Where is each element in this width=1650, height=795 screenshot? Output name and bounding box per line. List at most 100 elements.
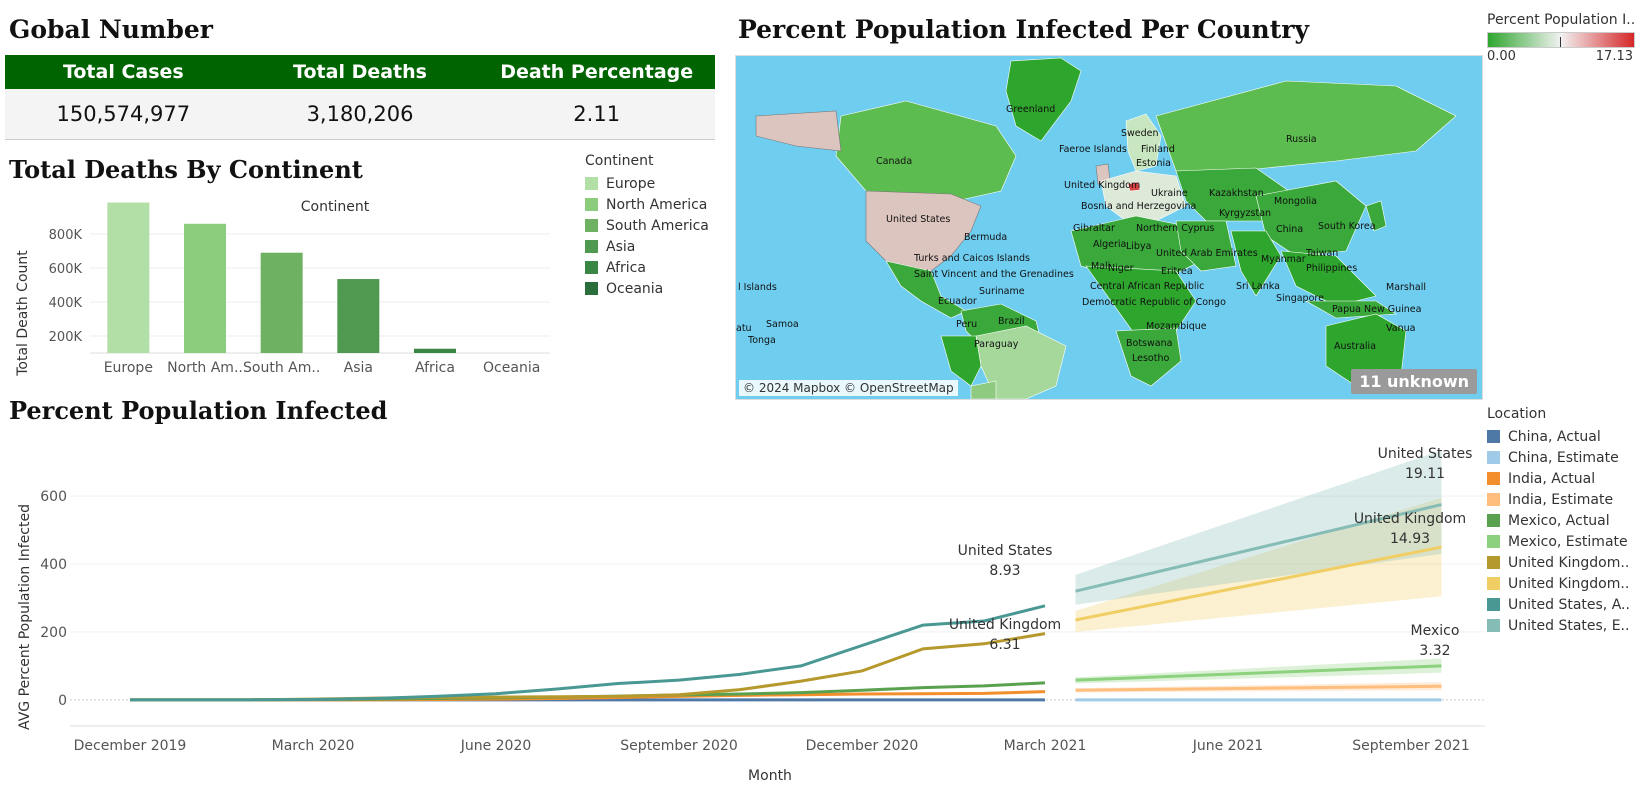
map-scale-max: 17.13 [1595,49,1633,64]
map-label-singapore: Singapore [1276,293,1324,304]
bar-x-tick-label: Asia [344,360,373,376]
map-label-canada: Canada [876,156,913,167]
deaths-by-continent-title: Total Deaths By Continent [9,155,363,184]
deaths-bar-chart[interactable]: Continent Total Death Count Europe North … [5,188,585,428]
location-legend-item[interactable]: China, Estimate [1487,447,1630,468]
bar-x-tick-label: Oceania [483,360,540,376]
unknown-count-badge[interactable]: 11 unknown [1351,369,1477,394]
location-legend: Location China, Actual China, Estimate Ind… [1487,406,1630,636]
line-united-kingdom-actual[interactable] [130,632,1046,702]
continent-legend-item[interactable]: Africa [585,257,709,278]
location-legend-item[interactable]: China, Actual [1487,426,1630,447]
location-legend-swatch [1487,472,1500,485]
location-legend-swatch [1487,577,1500,590]
global-number-title: Gobal Number [9,15,213,44]
map-label-ukraine: Ukraine [1151,188,1188,199]
bar-south-am[interactable] [260,252,303,353]
location-legend-item[interactable]: Mexico, Estimate [1487,531,1630,552]
location-legend-label: United Kingdom.. [1508,554,1630,571]
bar-africa[interactable] [414,348,456,353]
location-legend-label: United States, A.. [1508,596,1630,613]
continent-legend-item[interactable]: Europe [585,173,709,194]
location-legend-item[interactable]: United Kingdom.. [1487,552,1630,573]
map-label-lesotho: Lesotho [1132,353,1170,364]
bar-north-am[interactable] [184,223,226,353]
location-legend-swatch [1487,430,1500,443]
bar-x-tick-label: Africa [415,360,455,376]
map-label-peru: Peru [956,319,978,330]
annotation-label: United States [958,543,1053,559]
line-x-axis-label: Month [748,768,792,784]
continent-legend-swatch [585,261,598,274]
map-argentina [970,380,997,399]
map-label-northern-cyprus: Northern Cyprus [1136,223,1215,234]
map-southern-africa [1115,327,1182,387]
line-united-kingdom-estimate[interactable] [1075,545,1442,622]
map-label-myanmar: Myanmar [1261,254,1306,265]
line-mexico-estimate[interactable] [1075,664,1442,682]
location-legend-label: United States, E.. [1508,617,1630,634]
map-label-kazakhstan: Kazakhstan [1209,188,1264,199]
kpi-header-total-cases: Total Cases [62,61,184,83]
line-united-states-actual[interactable] [130,604,1046,702]
location-legend-swatch [1487,451,1500,464]
continent-legend-item[interactable]: North America [585,194,709,215]
annotation-value: 6.31 [989,637,1020,653]
kpi-total-deaths: 3,180,206 [306,102,414,126]
map-label-faeroe-islands: Faeroe Islands [1059,144,1127,155]
line-y-tick-label: 600 [40,489,67,505]
location-legend-item[interactable]: United Kingdom.. [1487,573,1630,594]
line-x-tick-label: June 2020 [460,738,532,754]
map-label-democratic-republic-of-congo: Democratic Republic of Congo [1082,297,1226,308]
world-map[interactable]: Greenland Canada United States Bermuda Turks… [735,55,1483,400]
map-label-mozambique: Mozambique [1146,321,1207,332]
bar-y-tick-label: 200K [49,330,83,345]
line-y-axis-label: AVG Percent Population Infected [17,504,33,730]
kpi-header-total-deaths: Total Deaths [293,61,427,83]
location-legend-label: United Kingdom.. [1508,575,1630,592]
continent-legend-swatch [585,282,598,295]
map-label-united-states: United States [886,214,951,225]
map-label-south-korea: South Korea [1318,221,1376,232]
bar-x-tick-label: Europe [104,360,153,376]
location-legend-swatch [1487,514,1500,527]
location-legend-item[interactable]: India, Actual [1487,468,1630,489]
map-label-australia: Australia [1334,341,1377,352]
line-y-tick-label: 400 [40,557,67,573]
map-canada [835,100,1017,202]
continent-legend-item[interactable]: Asia [585,236,709,257]
location-legend-item[interactable]: United States, E.. [1487,615,1630,636]
map-scale-midpoint-tick [1560,37,1561,47]
annotation-label: United States [1378,446,1473,462]
bar-asia[interactable] [337,279,380,353]
map-label-samoa: Samoa [766,319,799,330]
location-legend-item[interactable]: Mexico, Actual [1487,510,1630,531]
world-map-shapes [755,57,1457,399]
location-legend-swatch [1487,598,1500,611]
line-x-tick-label: June 2021 [1192,738,1264,754]
line-india-estimate[interactable] [1075,684,1442,692]
infected-chart-title: Percent Population Infected [9,396,388,425]
continent-legend-item[interactable]: South America [585,215,709,236]
map-color-scale [1487,32,1635,48]
map-legend-title: Percent Population I.. [1487,12,1636,28]
line-united-states-estimate[interactable] [1075,503,1442,593]
kpi-death-percentage: 2.11 [573,102,621,126]
annotation-value: 8.93 [989,563,1020,579]
location-legend-item[interactable]: United States, A.. [1487,594,1630,615]
map-label-central-african-republic: Central African Republic [1090,281,1205,292]
bar-europe[interactable] [107,202,150,353]
map-czechia [1127,181,1141,192]
map-label-brazil: Brazil [998,316,1025,327]
location-legend-item[interactable]: India, Estimate [1487,489,1630,510]
line-x-tick-label: September 2020 [620,738,737,754]
location-legend-label: Mexico, Estimate [1508,533,1628,550]
continent-legend-item[interactable]: Oceania [585,278,709,299]
infected-line-chart[interactable]: AVG Percent Population Infected Month Un… [5,425,1490,795]
map-brazil [975,325,1067,399]
map-united-states [865,190,982,272]
map-label-mongolia: Mongolia [1274,196,1317,207]
map-label-papua-new-guinea: Papua New Guinea [1332,304,1422,315]
bar-y-axis-label: Total Death Count [15,250,31,377]
map-credit[interactable]: © 2024 Mapbox © OpenStreetMap [739,380,958,396]
